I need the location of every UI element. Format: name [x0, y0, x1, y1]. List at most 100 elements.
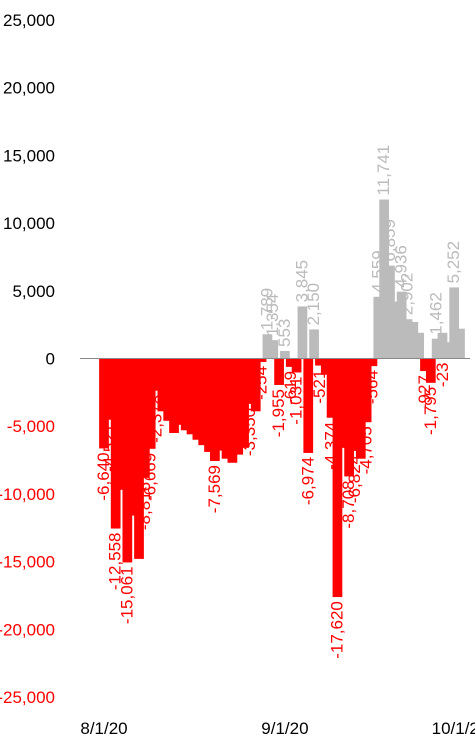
bar: [169, 358, 179, 433]
data-labels: -6,640-4,521 -12,558-15,061 -8,816-6,669 -2…: [94, 145, 463, 659]
bar: [210, 358, 220, 461]
bar: [315, 358, 325, 366]
y-tick-label: -5,000: [7, 417, 55, 436]
bar: [198, 358, 209, 446]
bar: [326, 358, 337, 418]
bar: [151, 358, 162, 391]
bar: [344, 358, 354, 477]
bar: [303, 358, 314, 453]
x-tick-label: 8/1/20: [80, 719, 127, 738]
x-axis: 8/1/20 9/1/20 10/1/20: [80, 719, 475, 738]
bar: [250, 358, 261, 412]
bar: [268, 340, 279, 359]
data-label: -2,378: [147, 395, 166, 443]
bar: [110, 358, 121, 529]
bar: [175, 358, 185, 425]
data-label: -17,620: [327, 601, 346, 659]
bar: [355, 358, 366, 459]
bar: [215, 358, 226, 451]
bar: [256, 358, 267, 362]
bar: [274, 358, 284, 385]
data-label: -8,816: [135, 482, 154, 530]
y-tick-label: -20,000: [0, 620, 55, 639]
bar: [192, 358, 203, 440]
y-tick-label: -25,000: [0, 688, 55, 707]
bar: [443, 342, 454, 359]
y-tick-label: 25,000: [3, 11, 55, 30]
bar: [128, 358, 139, 516]
bar: [320, 358, 331, 375]
bar: [157, 358, 168, 412]
data-label: 2,150: [304, 283, 323, 326]
bar: [420, 358, 430, 372]
y-tick-label: 0: [46, 350, 55, 369]
data-label: 1,354: [263, 294, 282, 337]
bar: [402, 319, 413, 359]
bar: [262, 334, 273, 359]
y-tick-label: 10,000: [3, 214, 55, 233]
bar: [233, 358, 244, 455]
data-label: -564: [363, 370, 382, 404]
x-tick-label: 10/1/20: [432, 719, 475, 738]
bar: [280, 351, 290, 359]
bar: [379, 199, 389, 359]
data-label: -6,669: [141, 453, 160, 501]
bar: [361, 358, 372, 423]
bar: [163, 358, 174, 421]
bar: [145, 358, 156, 449]
bar: [367, 358, 378, 367]
data-label: -7,569: [205, 465, 224, 513]
data-label: -23: [433, 363, 452, 388]
data-label: -6,974: [298, 457, 317, 505]
data-label: 4,559: [368, 250, 387, 293]
data-label: 3,845: [292, 260, 311, 303]
data-label: -619: [281, 371, 300, 405]
data-label: -4,374: [322, 422, 341, 470]
y-axis: 25,000 20,000 15,000 10,000 5,000 0 -5,000 -10,…: [0, 11, 55, 707]
bar: [297, 306, 308, 359]
data-label: -6,640: [94, 452, 113, 500]
data-label: 2,902: [398, 273, 417, 316]
y-tick-label: -10,000: [0, 485, 55, 504]
bar: [180, 358, 191, 431]
bar: [408, 321, 419, 359]
bar: [122, 358, 133, 563]
data-label: -12,558: [106, 533, 125, 591]
y-tick-label: 20,000: [3, 79, 55, 98]
bar: [139, 358, 150, 478]
bar: [186, 358, 197, 435]
y-tick-label: 5,000: [12, 282, 55, 301]
bar: [455, 328, 465, 359]
bar: [350, 358, 360, 451]
data-label: -1,955: [269, 389, 288, 437]
bar: [373, 296, 384, 359]
data-label: -521: [310, 370, 329, 404]
bar: [134, 358, 144, 559]
bar: [332, 358, 343, 598]
data-label: 4,936: [392, 245, 411, 288]
data-label: 1,462: [427, 292, 446, 335]
bar: [425, 358, 436, 383]
bar: [285, 358, 296, 367]
data-label: 553: [275, 319, 294, 347]
y-tick-label: -15,000: [0, 553, 55, 572]
bar: [385, 265, 395, 359]
bar: [227, 358, 238, 463]
data-label: -1,795: [421, 387, 440, 435]
bar-series: [99, 199, 465, 598]
bar: [437, 332, 448, 359]
bar: [221, 358, 232, 459]
bar: [245, 358, 255, 404]
data-label: 6,859: [380, 219, 399, 262]
data-label: 11,741: [374, 145, 393, 196]
data-label: -8,708: [339, 480, 358, 528]
data-label: 5,252: [444, 241, 463, 284]
bar: [116, 358, 127, 490]
bar: [338, 358, 349, 448]
x-tick-label: 9/1/20: [261, 719, 308, 738]
y-tick-label: 15,000: [3, 146, 55, 165]
data-label: -6,824: [345, 455, 364, 503]
bar: [204, 358, 214, 452]
bar: [239, 358, 249, 448]
